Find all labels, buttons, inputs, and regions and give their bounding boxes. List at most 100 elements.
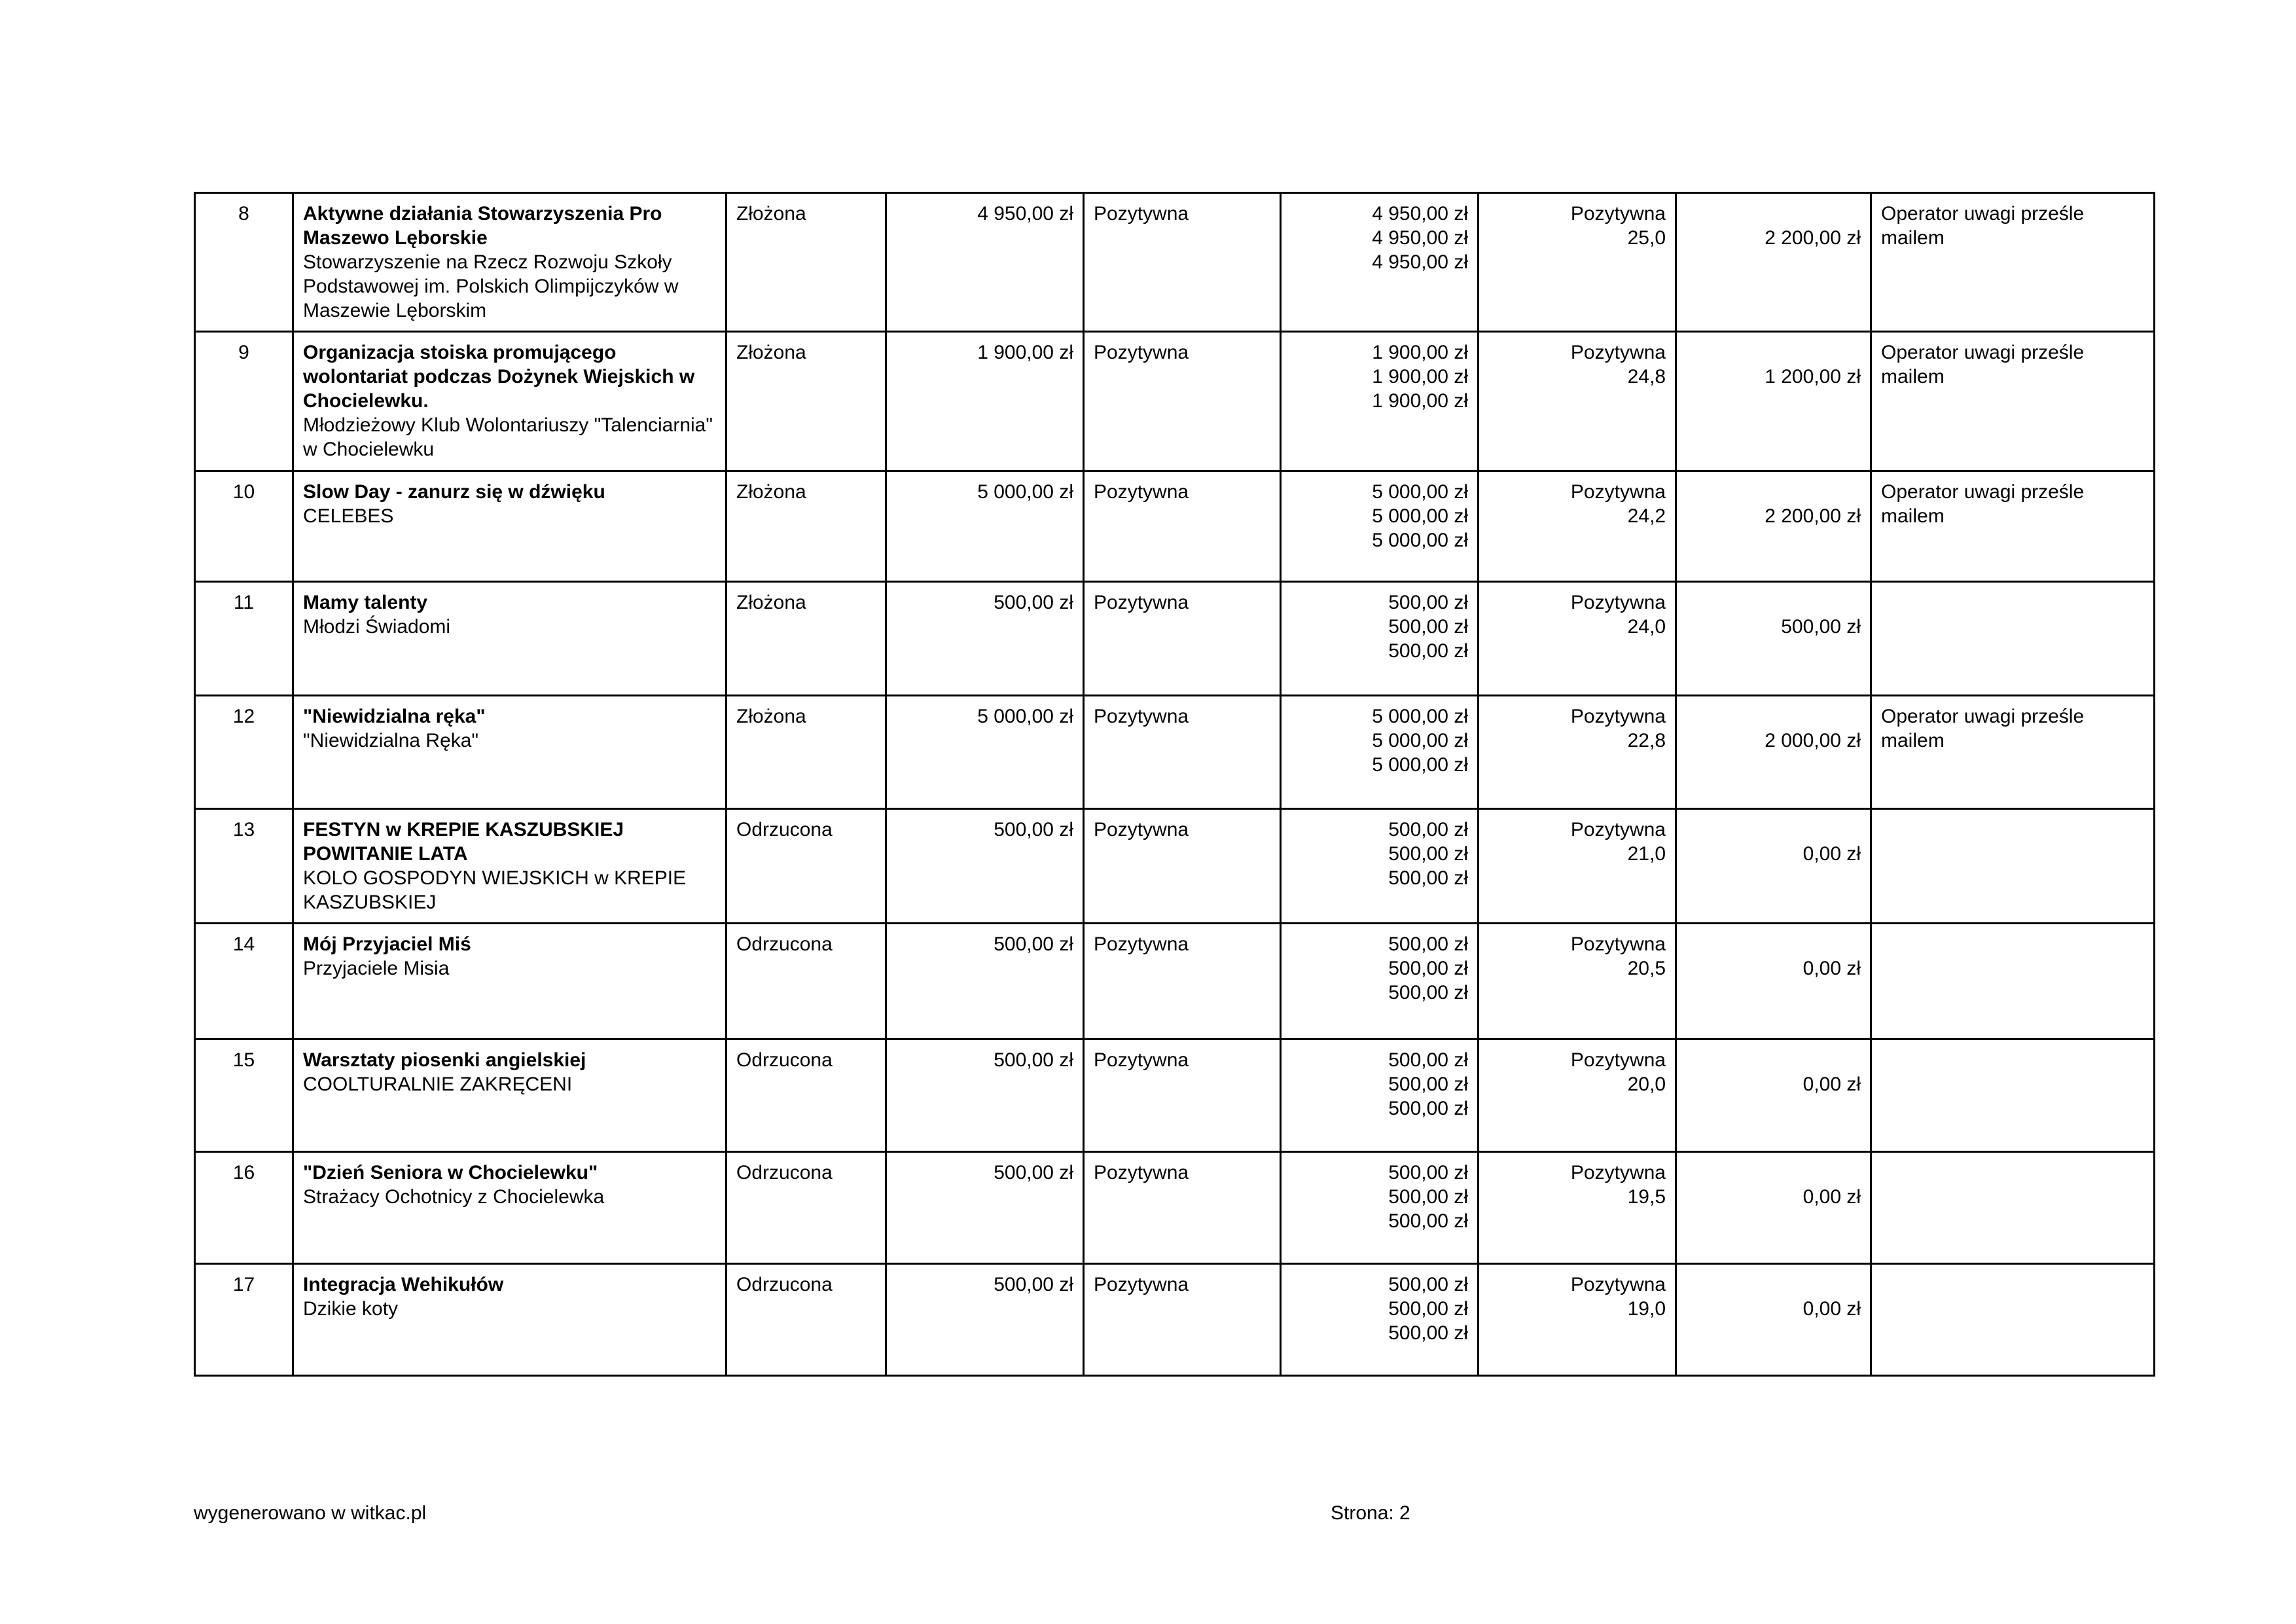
amount-line-2: 5 000,00 zł (1372, 505, 1468, 527)
cell-merit: Pozytywna 25,0 (1477, 192, 1677, 333)
merit-assessment: Pozytywna (1570, 1049, 1666, 1071)
granted-amount: 2 200,00 zł (1765, 505, 1861, 527)
granted-blank-line (1686, 202, 1861, 226)
amount-line-2: 1 900,00 zł (1372, 366, 1468, 388)
granted-amount: 0,00 zł (1803, 1186, 1861, 1208)
status: Odrzucona (725, 1263, 887, 1377)
requested-amount: 1 900,00 zł (885, 331, 1085, 472)
applicant-name: Stowarzyszenie na Rzecz Rozwoju Szkoły P… (303, 251, 679, 321)
table-row: 15 Warsztaty piosenki angielskiej COOLTU… (194, 1038, 2155, 1153)
status: Złożona (725, 470, 887, 583)
amount-line-2: 500,00 zł (1388, 1186, 1468, 1208)
formal-assessment: Pozytywna (1083, 1263, 1282, 1377)
merit-assessment: Pozytywna (1570, 933, 1666, 955)
cell-amounts: 5 000,00 zł 5 000,00 zł 5 000,00 zł (1280, 470, 1479, 583)
granted-amount: 0,00 zł (1803, 1298, 1861, 1320)
row-number: 10 (194, 470, 294, 583)
merit-score: 24,0 (1627, 616, 1666, 638)
cell-granted: 0,00 zł (1675, 1263, 1872, 1377)
operator-note: Operator uwagi prześle mailem (1870, 470, 2155, 583)
cell-amounts: 500,00 zł 500,00 zł 500,00 zł (1280, 808, 1479, 924)
granted-blank-line (1686, 1048, 1861, 1072)
granted-blank-line (1686, 704, 1861, 729)
amount-line-1: 500,00 zł (1388, 933, 1468, 955)
requested-amount: 4 950,00 zł (885, 192, 1085, 333)
amount-line-2: 500,00 zł (1388, 1298, 1468, 1320)
merit-score: 24,8 (1627, 366, 1666, 388)
project-title: FESTYN w KREPIE KASZUBSKIEJ POWITANIE LA… (303, 819, 624, 865)
cell-amounts: 500,00 zł 500,00 zł 500,00 zł (1280, 922, 1479, 1040)
granted-amount: 0,00 zł (1803, 843, 1861, 865)
project-title: "Niewidzialna ręka" (303, 706, 486, 727)
table-row: 9 Organizacja stoiska promującego wolont… (194, 331, 2155, 472)
project-title: Aktywne działania Stowarzyszenia Pro Mas… (303, 203, 662, 249)
applications-table: 8 Aktywne działania Stowarzyszenia Pro M… (194, 192, 2155, 1377)
merit-assessment: Pozytywna (1570, 1162, 1666, 1183)
cell-merit: Pozytywna 24,0 (1477, 581, 1677, 696)
project-title: Integracja Wehikułów (303, 1274, 504, 1295)
merit-score: 24,2 (1627, 505, 1666, 527)
project-title: Warsztaty piosenki angielskiej (303, 1049, 586, 1071)
amount-line-3: 500,00 zł (1388, 640, 1468, 662)
requested-amount: 500,00 zł (885, 1038, 1085, 1153)
table-row: 14 Mój Przyjaciel Miś Przyjaciele Misia … (194, 922, 2155, 1040)
amount-line-1: 500,00 zł (1388, 1162, 1468, 1183)
granted-amount: 1 200,00 zł (1765, 366, 1861, 388)
cell-project: Slow Day - zanurz się w dźwięku CELEBES (292, 470, 727, 583)
granted-blank-line (1686, 480, 1861, 504)
cell-merit: Pozytywna 19,0 (1477, 1263, 1677, 1377)
cell-amounts: 5 000,00 zł 5 000,00 zł 5 000,00 zł (1280, 695, 1479, 810)
amount-line-3: 1 900,00 zł (1372, 390, 1468, 412)
operator-note (1870, 808, 2155, 924)
cell-amounts: 500,00 zł 500,00 zł 500,00 zł (1280, 1263, 1479, 1377)
status: Złożona (725, 331, 887, 472)
cell-granted: 2 200,00 zł (1675, 470, 1872, 583)
operator-note (1870, 922, 2155, 1040)
applicant-name: Młodzieżowy Klub Wolontariuszy "Talencia… (303, 414, 713, 460)
status: Złożona (725, 192, 887, 333)
merit-assessment: Pozytywna (1570, 1274, 1666, 1295)
merit-assessment: Pozytywna (1570, 592, 1666, 613)
cell-amounts: 4 950,00 zł 4 950,00 zł 4 950,00 zł (1280, 192, 1479, 333)
operator-note (1870, 1263, 2155, 1377)
status: Złożona (725, 695, 887, 810)
row-number: 16 (194, 1151, 294, 1265)
granted-blank-line (1686, 1161, 1861, 1185)
amount-line-1: 5 000,00 zł (1372, 706, 1468, 727)
footer-generated-text: wygenerowano w witkac.pl (194, 1502, 427, 1524)
merit-assessment: Pozytywna (1570, 819, 1666, 840)
row-number: 9 (194, 331, 294, 472)
row-number: 15 (194, 1038, 294, 1153)
applicant-name: Młodzi Świadomi (303, 616, 451, 638)
amount-line-1: 500,00 zł (1388, 819, 1468, 840)
applicant-name: Dzikie koty (303, 1298, 399, 1320)
amount-line-1: 500,00 zł (1388, 592, 1468, 613)
amount-line-3: 500,00 zł (1388, 1322, 1468, 1344)
amount-line-1: 1 900,00 zł (1372, 342, 1468, 363)
table-row: 13 FESTYN w KREPIE KASZUBSKIEJ POWITANIE… (194, 808, 2155, 924)
formal-assessment: Pozytywna (1083, 331, 1282, 472)
requested-amount: 500,00 zł (885, 922, 1085, 1040)
merit-score: 19,5 (1627, 1186, 1666, 1208)
cell-project: Aktywne działania Stowarzyszenia Pro Mas… (292, 192, 727, 333)
status: Złożona (725, 581, 887, 696)
operator-note (1870, 1151, 2155, 1265)
formal-assessment: Pozytywna (1083, 1038, 1282, 1153)
cell-project: FESTYN w KREPIE KASZUBSKIEJ POWITANIE LA… (292, 808, 727, 924)
applicant-name: "Niewidzialna Ręka" (303, 730, 479, 751)
operator-note (1870, 581, 2155, 696)
merit-assessment: Pozytywna (1570, 481, 1666, 503)
cell-granted: 2 000,00 zł (1675, 695, 1872, 810)
cell-project: Mamy talenty Młodzi Świadomi (292, 581, 727, 696)
amount-line-3: 4 950,00 zł (1372, 251, 1468, 273)
amount-line-2: 5 000,00 zł (1372, 730, 1468, 751)
operator-note: Operator uwagi prześle mailem (1870, 331, 2155, 472)
amount-line-3: 5 000,00 zł (1372, 754, 1468, 776)
merit-score: 22,8 (1627, 730, 1666, 751)
amount-line-3: 5 000,00 zł (1372, 530, 1468, 551)
cell-merit: Pozytywna 22,8 (1477, 695, 1677, 810)
cell-merit: Pozytywna 20,5 (1477, 922, 1677, 1040)
cell-merit: Pozytywna 20,0 (1477, 1038, 1677, 1153)
formal-assessment: Pozytywna (1083, 581, 1282, 696)
merit-score: 20,0 (1627, 1074, 1666, 1095)
